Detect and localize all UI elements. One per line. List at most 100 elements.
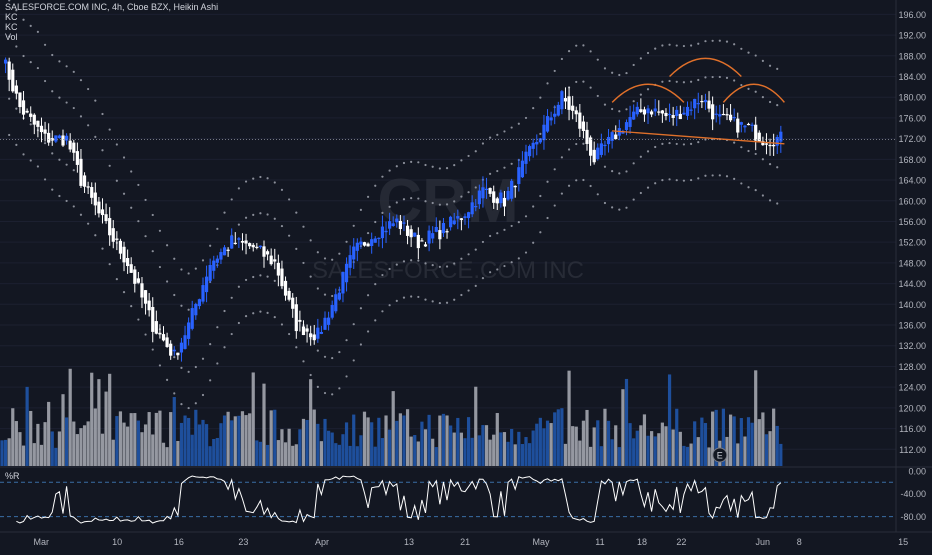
candle-body[interactable]: [143, 290, 148, 304]
candle-body[interactable]: [269, 255, 273, 265]
indicator-kc-2[interactable]: KC: [5, 22, 18, 32]
candle-body[interactable]: [377, 237, 381, 240]
candle-body[interactable]: [151, 306, 155, 332]
candle-body[interactable]: [492, 191, 496, 203]
candle-body[interactable]: [208, 264, 212, 281]
candle-body[interactable]: [54, 135, 58, 142]
candle-body[interactable]: [47, 132, 51, 143]
candle-body[interactable]: [502, 197, 507, 207]
candle-body[interactable]: [657, 111, 661, 113]
candle-body[interactable]: [43, 129, 47, 134]
candle-body[interactable]: [700, 100, 704, 103]
candle-body[interactable]: [118, 240, 123, 254]
candle-body[interactable]: [276, 262, 280, 276]
candle-body[interactable]: [560, 91, 564, 110]
candle-body[interactable]: [273, 259, 277, 262]
candle-body[interactable]: [176, 352, 180, 356]
candle-body[interactable]: [204, 276, 209, 293]
candle-body[interactable]: [696, 103, 700, 105]
candle-body[interactable]: [420, 240, 424, 242]
candle-body[interactable]: [75, 151, 79, 165]
candle-body[interactable]: [685, 106, 690, 116]
candle-body[interactable]: [86, 186, 90, 188]
candle-body[interactable]: [441, 223, 446, 234]
candle-body[interactable]: [39, 125, 44, 133]
candle-body[interactable]: [431, 233, 435, 239]
candle-body[interactable]: [499, 192, 503, 204]
candle-body[interactable]: [757, 132, 761, 142]
candle-body[interactable]: [578, 112, 582, 129]
candle-body[interactable]: [538, 138, 542, 143]
candle-body[interactable]: [355, 242, 359, 251]
candle-body[interactable]: [743, 125, 747, 128]
candle-body[interactable]: [524, 151, 528, 164]
candle-body[interactable]: [445, 231, 449, 233]
candle-body[interactable]: [147, 300, 151, 311]
candle-body[interactable]: [366, 243, 370, 247]
candle-body[interactable]: [610, 132, 614, 141]
candle-body[interactable]: [197, 299, 201, 307]
candle-body[interactable]: [316, 327, 320, 339]
candle-body[interactable]: [739, 122, 743, 125]
candle-body[interactable]: [732, 116, 736, 119]
candle-body[interactable]: [682, 112, 686, 115]
candle-body[interactable]: [721, 113, 725, 116]
candle-body[interactable]: [93, 192, 97, 206]
candle-body[interactable]: [434, 226, 438, 232]
candle-body[interactable]: [606, 136, 611, 145]
candle-body[interactable]: [323, 317, 327, 330]
candle-body[interactable]: [194, 304, 198, 316]
candle-body[interactable]: [50, 138, 54, 141]
candle-body[interactable]: [32, 114, 36, 125]
candle-body[interactable]: [161, 334, 166, 341]
candle-body[interactable]: [667, 113, 672, 116]
candle-body[interactable]: [283, 280, 288, 296]
candle-body[interactable]: [140, 283, 144, 298]
candle-body[interactable]: [68, 140, 72, 150]
candle-body[interactable]: [405, 225, 410, 236]
candle-body[interactable]: [222, 247, 227, 256]
candle-body[interactable]: [628, 117, 632, 127]
candle-body[interactable]: [25, 110, 29, 113]
candle-body[interactable]: [438, 230, 442, 240]
candle-body[interactable]: [373, 238, 377, 243]
candle-body[interactable]: [603, 144, 607, 147]
candle-body[interactable]: [327, 317, 331, 325]
candle-body[interactable]: [29, 113, 33, 117]
candle-body[interactable]: [359, 241, 363, 245]
candle-body[interactable]: [542, 124, 546, 141]
candle-body[interactable]: [703, 99, 708, 103]
candle-body[interactable]: [423, 244, 428, 247]
candle-body[interactable]: [348, 255, 352, 268]
candle-body[interactable]: [265, 251, 270, 255]
candle-body[interactable]: [718, 114, 722, 117]
candle-body[interactable]: [169, 343, 173, 356]
candle-body[interactable]: [398, 220, 402, 229]
candle-body[interactable]: [642, 109, 647, 115]
candle-body[interactable]: [65, 135, 69, 141]
candle-body[interactable]: [517, 167, 521, 185]
candle-body[interactable]: [201, 285, 205, 302]
candle-body[interactable]: [7, 61, 11, 80]
candle-body[interactable]: [79, 158, 83, 186]
candle-body[interactable]: [678, 113, 682, 120]
candle-body[interactable]: [728, 114, 733, 121]
candle-body[interactable]: [764, 143, 769, 145]
candle-body[interactable]: [531, 142, 535, 149]
candle-body[interactable]: [309, 333, 313, 338]
candle-body[interactable]: [427, 230, 431, 244]
candle-body[interactable]: [553, 113, 557, 117]
candle-body[interactable]: [746, 123, 751, 126]
candle-body[interactable]: [255, 246, 259, 248]
candle-body[interactable]: [409, 229, 413, 238]
candle-body[interactable]: [488, 188, 492, 194]
candle-body[interactable]: [413, 232, 417, 237]
candle-body[interactable]: [456, 216, 460, 219]
candle-body[interactable]: [510, 180, 514, 199]
candle-body[interactable]: [711, 104, 715, 120]
candle-body[interactable]: [165, 337, 169, 347]
candle-body[interactable]: [545, 116, 550, 132]
candle-body[interactable]: [97, 201, 101, 214]
candle-body[interactable]: [3, 59, 8, 64]
